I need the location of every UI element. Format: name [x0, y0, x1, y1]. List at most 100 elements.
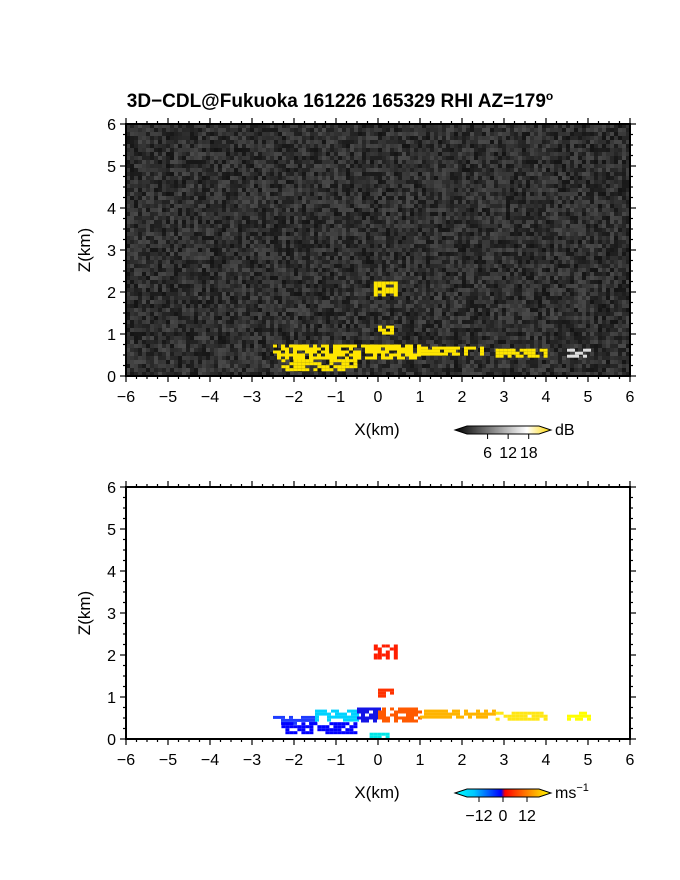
- noise-cell: [306, 176, 310, 180]
- noise-cell: [190, 256, 194, 260]
- noise-cell: [594, 172, 598, 176]
- noise-cell: [318, 164, 322, 168]
- noise-cell: [406, 176, 410, 180]
- noise-cell: [458, 236, 462, 240]
- noise-cell: [546, 192, 550, 196]
- noise-cell: [602, 232, 606, 236]
- noise-cell: [234, 232, 238, 236]
- noise-cell: [262, 280, 266, 284]
- noise-cell: [490, 236, 494, 240]
- noise-cell: [386, 248, 390, 252]
- noise-cell: [530, 184, 534, 188]
- noise-cell: [530, 156, 534, 160]
- noise-cell: [450, 252, 454, 256]
- noise-cell: [346, 248, 350, 252]
- noise-cell: [214, 220, 218, 224]
- noise-cell: [362, 272, 366, 276]
- noise-cell: [258, 240, 262, 244]
- noise-cell: [262, 144, 266, 148]
- noise-cell: [238, 212, 242, 216]
- noise-cell: [230, 276, 234, 280]
- noise-cell: [454, 196, 458, 200]
- noise-cell: [330, 132, 334, 136]
- noise-cell: [226, 128, 230, 132]
- noise-cell: [450, 192, 454, 196]
- noise-cell: [206, 196, 210, 200]
- noise-cell: [394, 152, 398, 156]
- noise-cell: [178, 188, 182, 192]
- noise-cell: [246, 232, 250, 236]
- noise-cell: [598, 196, 602, 200]
- noise-cell: [458, 208, 462, 212]
- noise-cell: [374, 268, 378, 272]
- noise-cell: [238, 160, 242, 164]
- noise-cell: [154, 160, 158, 164]
- noise-cell: [286, 124, 290, 128]
- noise-cell: [582, 212, 586, 216]
- noise-cell: [378, 188, 382, 192]
- noise-cell: [406, 160, 410, 164]
- noise-cell: [534, 260, 538, 264]
- noise-cell: [406, 228, 410, 232]
- noise-cell: [246, 168, 250, 172]
- noise-cell: [398, 208, 402, 212]
- noise-cell: [570, 276, 574, 280]
- noise-cell: [414, 216, 418, 220]
- noise-cell: [130, 252, 134, 256]
- noise-cell: [494, 268, 498, 272]
- noise-cell: [242, 276, 246, 280]
- noise-cell: [234, 264, 238, 268]
- noise-cell: [186, 268, 190, 272]
- noise-cell: [234, 124, 238, 128]
- noise-cell: [574, 268, 578, 272]
- noise-cell: [442, 152, 446, 156]
- noise-cell: [578, 264, 582, 268]
- noise-cell: [230, 208, 234, 212]
- noise-cell: [546, 208, 550, 212]
- noise-cell: [394, 220, 398, 224]
- noise-cell: [222, 216, 226, 220]
- noise-cell: [410, 236, 414, 240]
- noise-cell: [498, 140, 502, 144]
- noise-cell: [446, 204, 450, 208]
- noise-cell: [394, 212, 398, 216]
- noise-cell: [258, 212, 262, 216]
- noise-cell: [338, 208, 342, 212]
- noise-cell: [178, 268, 182, 272]
- noise-cell: [266, 180, 270, 184]
- noise-cell: [154, 184, 158, 188]
- noise-cell: [462, 196, 466, 200]
- noise-cell: [186, 124, 190, 128]
- noise-cell: [358, 256, 362, 260]
- noise-cell: [526, 188, 530, 192]
- noise-cell: [130, 224, 134, 228]
- noise-cell: [418, 172, 422, 176]
- noise-cell: [158, 224, 162, 228]
- noise-cell: [446, 200, 450, 204]
- noise-cell: [454, 240, 458, 244]
- noise-cell: [350, 124, 354, 128]
- noise-cell: [494, 276, 498, 280]
- noise-cell: [422, 176, 426, 180]
- noise-cell: [246, 224, 250, 228]
- noise-cell: [450, 236, 454, 240]
- noise-cell: [454, 152, 458, 156]
- noise-cell: [306, 180, 310, 184]
- noise-cell: [406, 268, 410, 272]
- noise-cell: [306, 164, 310, 168]
- noise-cell: [214, 128, 218, 132]
- noise-cell: [194, 160, 198, 164]
- noise-cell: [266, 148, 270, 152]
- noise-cell: [186, 136, 190, 140]
- noise-cell: [462, 132, 466, 136]
- noise-cell: [566, 128, 570, 132]
- noise-cell: [358, 208, 362, 212]
- noise-cell: [450, 136, 454, 140]
- noise-cell: [466, 252, 470, 256]
- noise-cell: [294, 240, 298, 244]
- noise-cell: [418, 144, 422, 148]
- noise-cell: [330, 128, 334, 132]
- noise-cell: [586, 272, 590, 276]
- noise-cell: [250, 204, 254, 208]
- noise-cell: [278, 236, 282, 240]
